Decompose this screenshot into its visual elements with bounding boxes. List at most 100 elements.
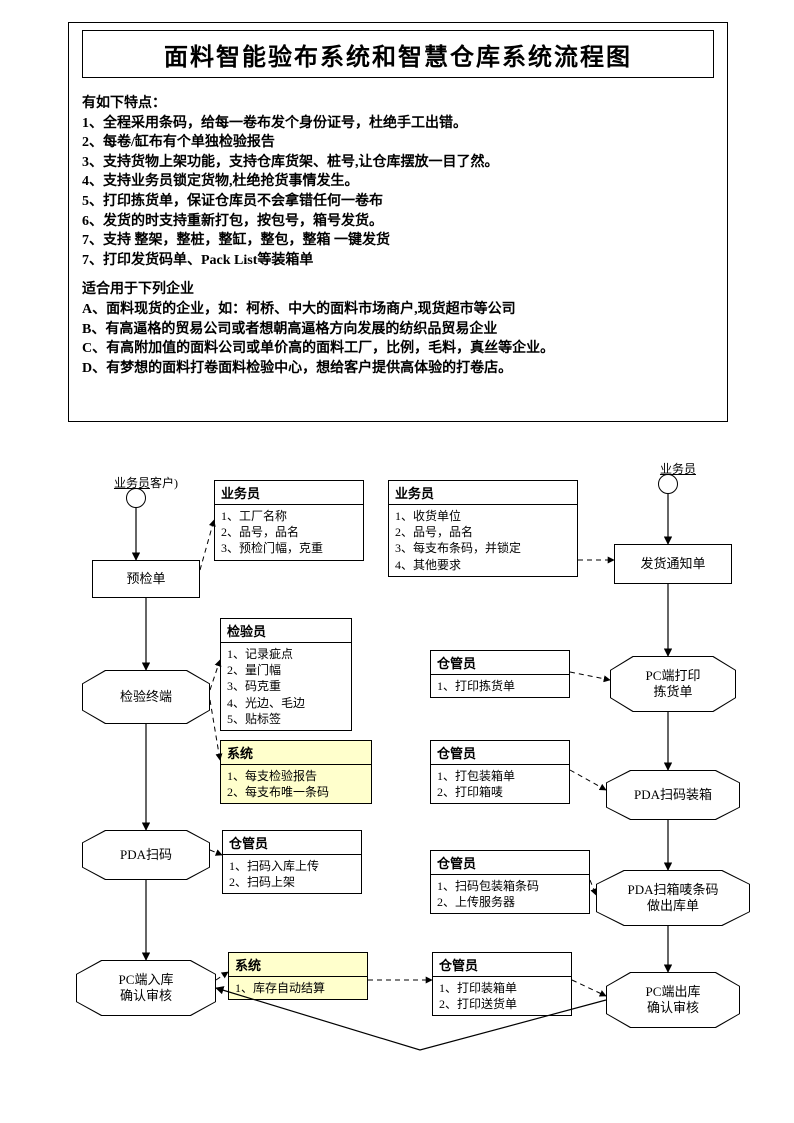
title-text: 面料智能验布系统和智慧仓库系统流程图 [164, 37, 632, 72]
note-box: 业务员1、收货单位2、品号，品名3、每支布条码，并锁定4、其他要求 [388, 480, 578, 577]
note-title: 仓管员 [433, 953, 571, 977]
dashed-arrow [570, 770, 606, 790]
process-octagon-inner: PC端入库确认审核 [77, 961, 215, 1015]
note-item: 1、打包装箱单 [437, 768, 563, 784]
note-box: 系统 1、库存自动结算 [228, 952, 368, 1000]
start-label: 业务员 [618, 460, 738, 477]
note-box: 仓管员1、扫码入库上传2、扫码上架 [222, 830, 362, 894]
features-block: 有如下特点： 1、全程采用条码，给每一卷布发个身份证号，杜绝手工出错。2、每卷/… [82, 94, 714, 378]
note-title: 仓管员 [431, 651, 569, 675]
process-octagon: PDA扫码装箱 [606, 770, 740, 820]
note-item: 2、品号，品名 [395, 524, 571, 540]
process-octagon-inner: 检验终端 [83, 671, 209, 723]
dashed-arrow [200, 520, 214, 570]
note-item: 1、扫码包装箱条码 [437, 878, 583, 894]
feature-line: 4、支持业务员锁定货物,杜绝抢货事情发生。 [82, 172, 714, 192]
start-circle [658, 474, 678, 494]
note-body: 1、记录疵点2、量门幅3、码克重4、光边、毛边5、贴标签 [221, 643, 351, 730]
feature-line: 5、打印拣货单，保证仓库员不会拿错任何一卷布 [82, 192, 714, 212]
note-body: 1、打包装箱单2、打印箱唛 [431, 765, 569, 803]
note-title: 仓管员 [431, 741, 569, 765]
note-item: 1、打印装箱单 [439, 980, 565, 996]
suit-line: C、有高附加值的面料公司或单价高的面料工厂，比例，毛料，真丝等企业。 [82, 339, 714, 359]
note-title: 仓管员 [431, 851, 589, 875]
suit-line: B、有高逼格的贸易公司或者想朝高逼格方向发展的纺织品贸易企业 [82, 320, 714, 340]
note-item: 3、预检门幅，克重 [221, 540, 357, 556]
process-octagon-inner: PDA扫箱唛条码做出库单 [597, 871, 749, 925]
process-box: 发货通知单 [614, 544, 732, 584]
title-box: 面料智能验布系统和智慧仓库系统流程图 [82, 30, 714, 78]
note-box: 业务员1、工厂名称2、品号，品名3、预检门幅，克重 [214, 480, 364, 561]
note-body: 1、工厂名称2、品号，品名3、预检门幅，克重 [215, 505, 363, 560]
note-title: 检验员 [221, 619, 351, 643]
note-item: 2、打印送货单 [439, 996, 565, 1012]
note-body: 1、库存自动结算 [229, 977, 367, 999]
feature-line: 7、打印发货码单、Pack List等装箱单 [82, 251, 714, 271]
note-item: 1、打印拣货单 [437, 678, 563, 694]
suit-line: A、面料现货的企业，如：柯桥、中大的面料市场商户,现货超市等公司 [82, 300, 714, 320]
note-body: 1、打印拣货单 [431, 675, 569, 697]
process-octagon-inner: PDA扫码 [83, 831, 209, 879]
note-box: 仓管员 1、打印拣货单 [430, 650, 570, 698]
note-body: 1、打印装箱单2、打印送货单 [433, 977, 571, 1015]
dashed-arrow [570, 672, 610, 680]
dashed-arrow [590, 880, 596, 895]
note-item: 4、光边、毛边 [227, 695, 345, 711]
dashed-arrow [210, 660, 220, 690]
page: 面料智能验布系统和智慧仓库系统流程图 有如下特点： 1、全程采用条码，给每一卷布… [0, 0, 794, 1123]
note-item: 2、量门幅 [227, 662, 345, 678]
note-title: 系统 [221, 741, 371, 765]
note-item: 1、扫码入库上传 [229, 858, 355, 874]
note-item: 2、打印箱唛 [437, 784, 563, 800]
feature-line: 6、发货的时支持重新打包，按包号，箱号发货。 [82, 212, 714, 232]
note-box: 检验员1、记录疵点2、量门幅3、码克重4、光边、毛边5、贴标签 [220, 618, 352, 731]
note-item: 3、码克重 [227, 678, 345, 694]
note-item: 1、每支检验报告 [227, 768, 365, 784]
features-header: 有如下特点： [82, 94, 714, 114]
note-box: 仓管员1、打印装箱单2、打印送货单 [432, 952, 572, 1016]
process-octagon: PC端打印拣货单 [610, 656, 736, 712]
note-body: 1、扫码入库上传2、扫码上架 [223, 855, 361, 893]
note-item: 2、品号，品名 [221, 524, 357, 540]
feature-line: 3、支持货物上架功能，支持仓库货架、桩号,让仓库摆放一目了然。 [82, 153, 714, 173]
dashed-arrow [216, 972, 228, 980]
note-item: 2、上传服务器 [437, 894, 583, 910]
note-item: 1、收货单位 [395, 508, 571, 524]
process-octagon: PC端出库确认审核 [606, 972, 740, 1028]
note-box: 仓管员1、扫码包装箱条码2、上传服务器 [430, 850, 590, 914]
note-item: 1、记录疵点 [227, 646, 345, 662]
feature-line: 1、全程采用条码，给每一卷布发个身份证号，杜绝手工出错。 [82, 114, 714, 134]
note-item: 4、其他要求 [395, 557, 571, 573]
process-box: 预检单 [92, 560, 200, 598]
process-octagon-inner: PC端打印拣货单 [611, 657, 735, 711]
dashed-arrow [210, 850, 222, 855]
note-title: 业务员 [215, 481, 363, 505]
dashed-arrow [210, 700, 220, 760]
process-octagon-inner: PDA扫码装箱 [607, 771, 739, 819]
process-octagon: 检验终端 [82, 670, 210, 724]
feature-line: 7、支持 整架，整桩，整缸，整包，整箱 一键发货 [82, 231, 714, 251]
process-octagon: PDA扫码 [82, 830, 210, 880]
note-item: 5、贴标签 [227, 711, 345, 727]
note-box: 仓管员1、打包装箱单2、打印箱唛 [430, 740, 570, 804]
process-octagon: PDA扫箱唛条码做出库单 [596, 870, 750, 926]
dashed-arrow [572, 980, 606, 996]
note-title: 业务员 [389, 481, 577, 505]
note-item: 3、每支布条码，并锁定 [395, 540, 571, 556]
start-circle [126, 488, 146, 508]
note-item: 2、扫码上架 [229, 874, 355, 890]
note-item: 1、工厂名称 [221, 508, 357, 524]
suit-header: 适合用于下列企业 [82, 280, 714, 300]
note-body: 1、收货单位2、品号，品名3、每支布条码，并锁定4、其他要求 [389, 505, 577, 576]
feature-line: 2、每卷/缸布有个单独检验报告 [82, 133, 714, 153]
note-item: 1、库存自动结算 [235, 980, 361, 996]
note-body: 1、扫码包装箱条码2、上传服务器 [431, 875, 589, 913]
note-title: 仓管员 [223, 831, 361, 855]
start-label: 业务员客户) [86, 474, 206, 491]
process-octagon: PC端入库确认审核 [76, 960, 216, 1016]
note-item: 2、每支布唯一条码 [227, 784, 365, 800]
process-octagon-inner: PC端出库确认审核 [607, 973, 739, 1027]
note-box: 系统 1、每支检验报告2、每支布唯一条码 [220, 740, 372, 804]
suit-line: D、有梦想的面料打卷面料检验中心，想给客户提供高体验的打卷店。 [82, 359, 714, 379]
note-title: 系统 [229, 953, 367, 977]
